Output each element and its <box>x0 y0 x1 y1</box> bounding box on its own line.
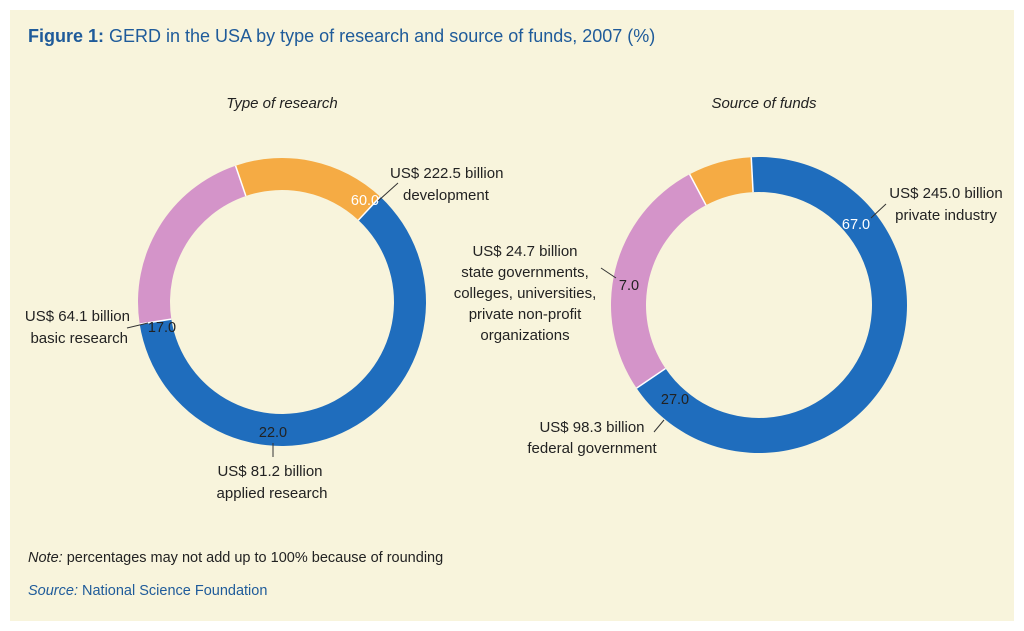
slice-separator <box>688 173 707 206</box>
note-lead: Note: <box>28 550 63 566</box>
callout-amount-applied-research: US$ 81.2 billion <box>217 463 322 480</box>
donut-slice-state-and-other <box>689 157 754 206</box>
callout-category-line-4: organizations <box>480 327 569 344</box>
slice-separator <box>234 165 247 197</box>
leader-line-basic-research <box>126 322 149 329</box>
slice-label-development: 60.0 <box>351 193 379 209</box>
donut-slice-federal-government <box>611 174 707 389</box>
chart-type-of-research: Type of research 60.0 22.0 17.0 US$ 222.… <box>25 95 504 502</box>
slice-separator <box>636 367 666 389</box>
callout-amount-development: US$ 222.5 billion <box>390 165 503 182</box>
callout-amount-basic-research: US$ 64.1 billion <box>25 308 130 325</box>
leader-line-state-and-other <box>600 267 617 279</box>
callout-category-private-industry: private industry <box>895 207 997 224</box>
donut-slice-basic-research <box>235 158 381 221</box>
chart-title-source-of-funds: Source of funds <box>711 95 817 112</box>
figure-source: Source: National Science Foundation <box>28 583 267 599</box>
figure-title-text: GERD in the USA by type of research and … <box>104 26 656 46</box>
callout-category-applied-research: applied research <box>217 485 328 502</box>
callout-amount-federal-government: US$ 98.3 billion <box>539 419 644 436</box>
leader-line-development <box>377 182 399 202</box>
callout-category-basic-research: basic research <box>30 330 128 347</box>
chart-title-type-of-research: Type of research <box>226 95 337 112</box>
donut-slice-applied-research <box>138 165 246 325</box>
callout-category-line-3: private non-profit <box>469 306 582 323</box>
donut-ring-type-of-research <box>138 158 426 446</box>
callout-amount-state-and-other: US$ 24.7 billion <box>472 243 577 260</box>
callout-category-line-1: state governments, <box>461 264 589 281</box>
callout-category-federal-government: federal government <box>527 440 657 457</box>
figure-panel: Figure 1: GERD in the USA by type of res… <box>10 10 1014 621</box>
source-lead: Source: <box>28 583 78 599</box>
donut-ring-source-of-funds <box>611 157 908 453</box>
slice-label-federal-government: 27.0 <box>661 392 689 408</box>
leader-line-federal-government <box>653 419 665 433</box>
slice-label-basic-research: 17.0 <box>148 320 176 336</box>
chart-source-of-funds: Source of funds 67.0 27.0 7.0 US$ 245.0 … <box>454 95 1003 457</box>
note-text: percentages may not add up to 100% becau… <box>62 550 444 566</box>
slice-label-state-and-other: 7.0 <box>619 278 639 294</box>
slice-separator <box>750 157 754 193</box>
slice-separator <box>357 196 381 221</box>
callout-amount-private-industry: US$ 245.0 billion <box>889 185 1002 202</box>
callout-category-development: development <box>403 187 490 204</box>
figure-note: Note: percentages may not add up to 100%… <box>28 550 443 566</box>
leader-line-private-industry <box>870 203 887 219</box>
source-text: National Science Foundation <box>77 583 268 599</box>
figure-title: Figure 1: GERD in the USA by type of res… <box>28 26 655 47</box>
figure-title-lead: Figure 1: <box>28 26 105 46</box>
donut-slice-development <box>139 196 426 446</box>
slice-label-private-industry: 67.0 <box>842 217 870 233</box>
slice-label-applied-research: 22.0 <box>259 425 287 441</box>
callout-category-line-2: colleges, universities, <box>454 285 597 302</box>
